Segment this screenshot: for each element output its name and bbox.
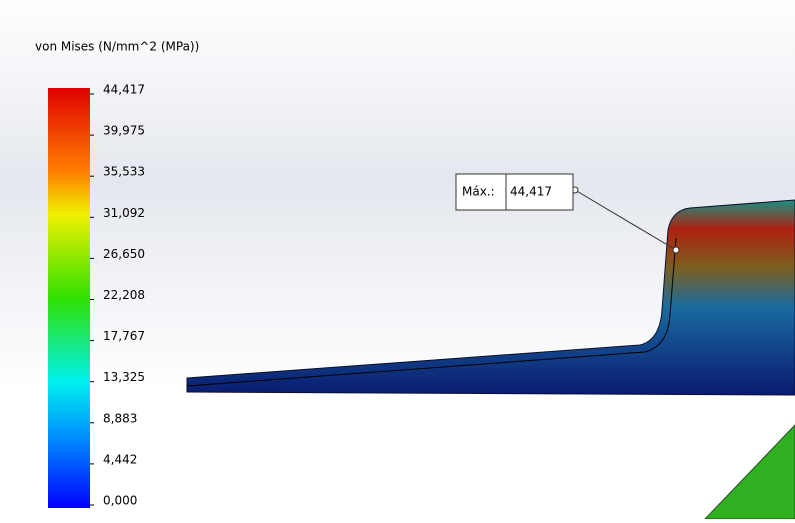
legend-title: von Mises (N/mm^2 (MPa)): [35, 40, 199, 54]
legend-tick-label: 0,000: [103, 494, 137, 508]
legend-tick-label: 13,325: [103, 370, 145, 384]
legend-tick-label: 39,975: [103, 124, 145, 138]
legend-tick-label: 35,533: [103, 165, 145, 179]
color-bar: [48, 88, 90, 508]
legend-tick-label: 22,208: [103, 288, 145, 302]
legend-tick-label: 4,442: [103, 452, 137, 466]
legend-tick-label: 26,650: [103, 247, 145, 261]
legend-tick-label: 44,417: [103, 83, 145, 97]
legend-tick-label: 8,883: [103, 411, 137, 425]
legend-tick-label: 17,767: [103, 329, 145, 343]
probe-value: 44,417: [510, 185, 552, 199]
viewport: von Mises (N/mm^2 (MPa)) 44,417 39,975 35,…: [0, 0, 795, 519]
legend-tick-label: 31,092: [103, 206, 145, 220]
probe-point: [673, 247, 679, 253]
probe-label: Máx.:: [462, 185, 495, 199]
